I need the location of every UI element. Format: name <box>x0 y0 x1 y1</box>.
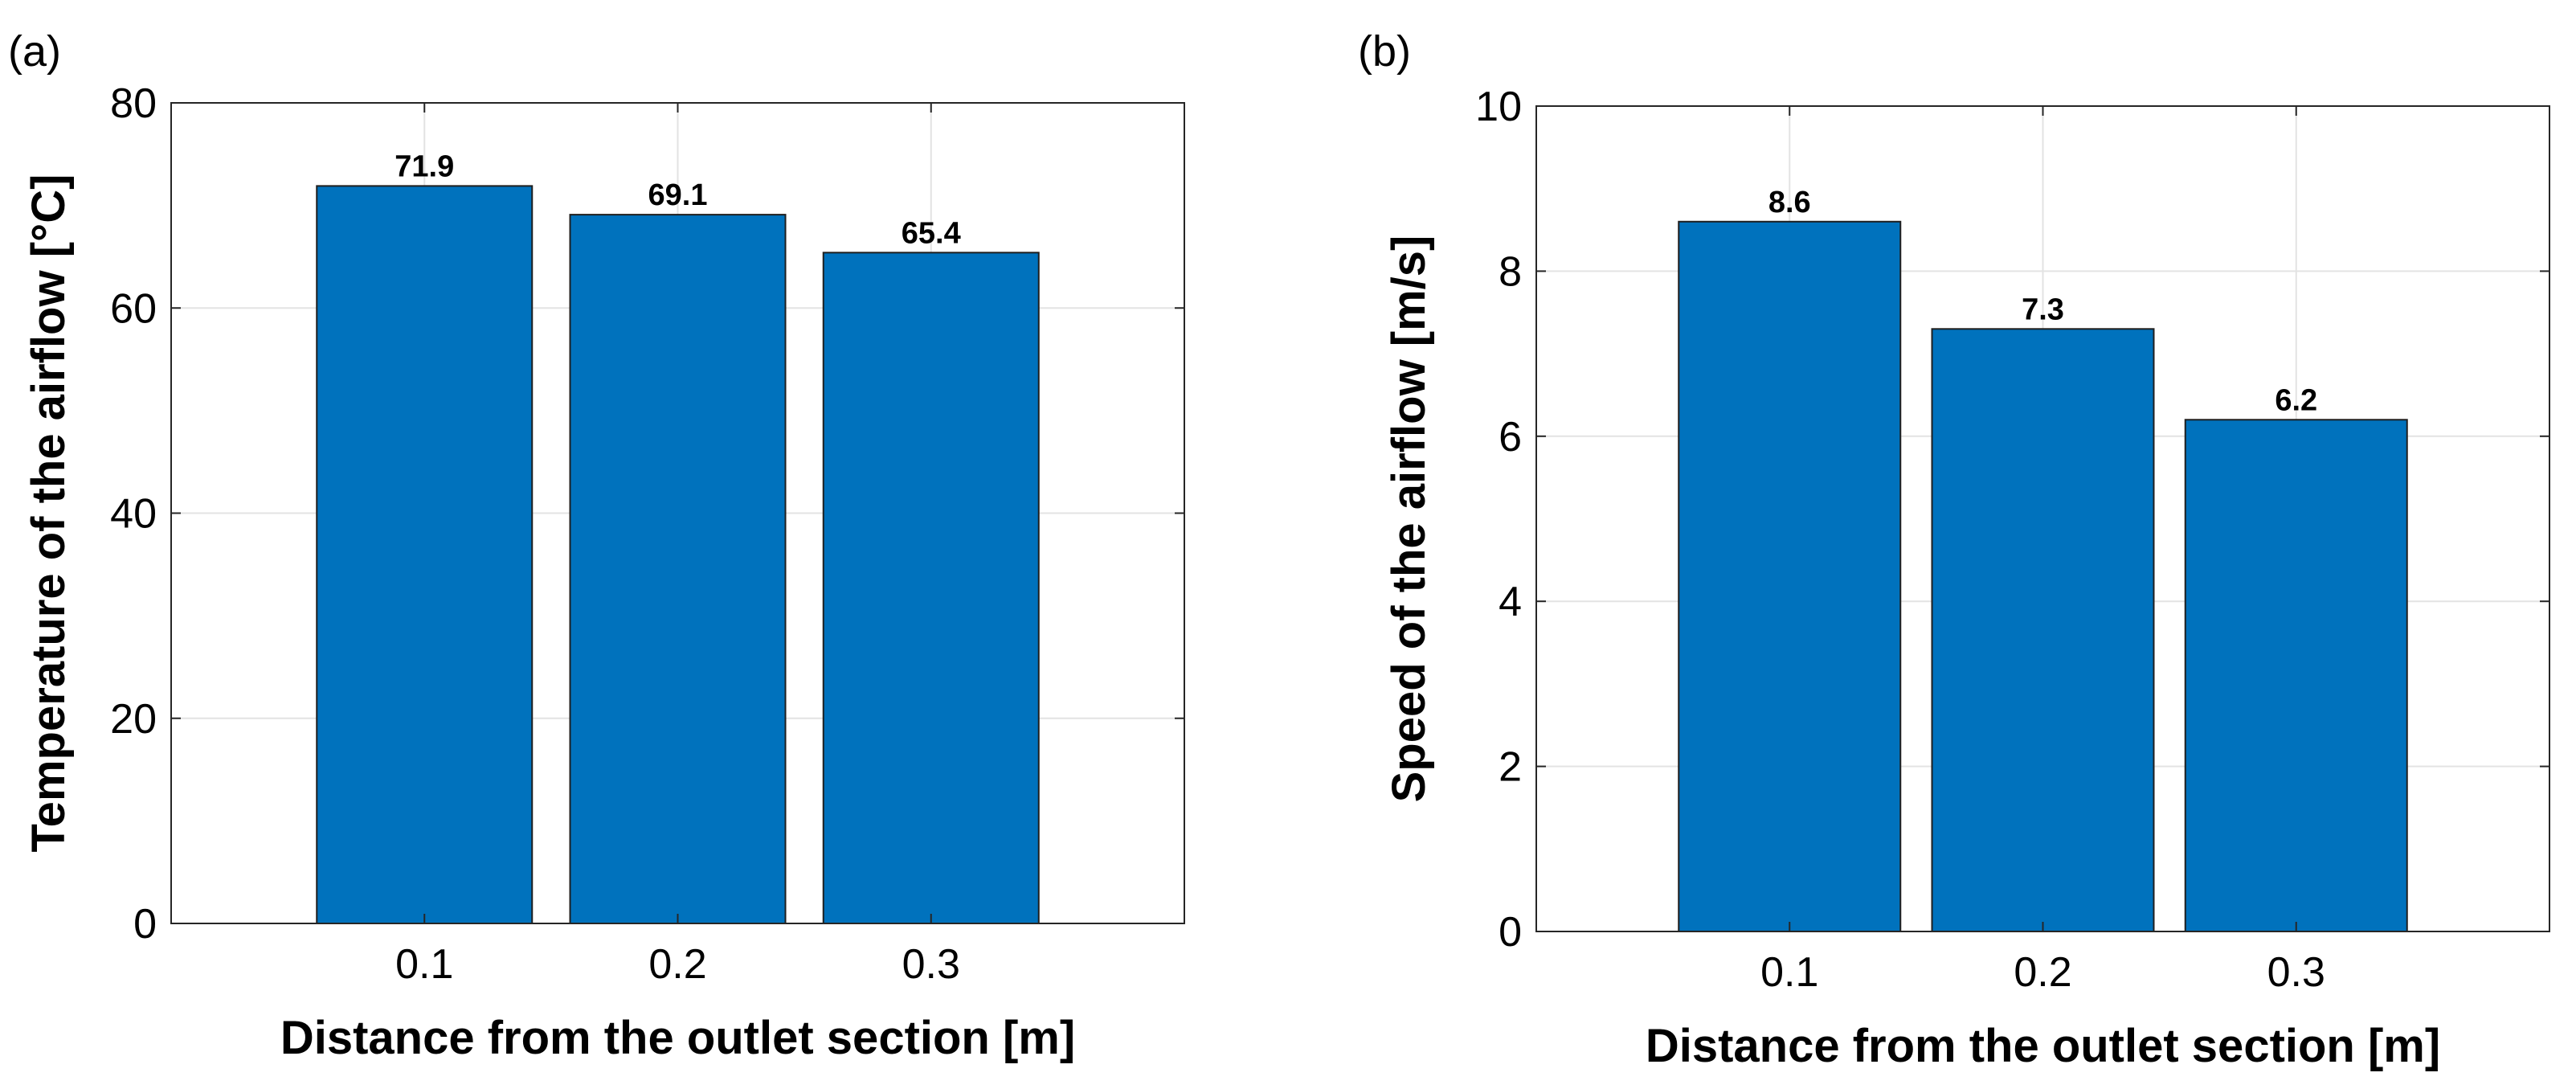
panel-a-y-tick-label: 80 <box>110 80 157 127</box>
panel-a-label: (a) <box>8 27 61 76</box>
panel-a-y-tick-label: 0 <box>133 901 157 948</box>
panel-b-x-tick-label: 0.3 <box>2267 949 2325 996</box>
panel-a-x-tick-label: 0.3 <box>902 941 960 988</box>
panel-a-chart: (a) 71.9 69.1 65.4 0 20 40 60 80 0.1 0.2 0.3 Distanc… <box>8 27 1185 1064</box>
panel-b-y-tick-label: 0 <box>1499 909 1522 956</box>
panel-b-data-label: 6.2 <box>2275 383 2317 417</box>
panel-a-x-tick-label: 0.1 <box>395 941 453 988</box>
panel-b-y-tick-label: 4 <box>1499 579 1522 625</box>
panel-a-x-axis-label: Distance from the outlet section [m] <box>280 1012 1075 1064</box>
panel-b-y-tick-label: 8 <box>1499 248 1522 295</box>
panel-b-x-axis-label: Distance from the outlet section [m] <box>1646 1020 2440 1072</box>
panel-a-y-tick-label: 20 <box>110 696 157 743</box>
panel-a-x-tick-label: 0.2 <box>648 941 706 988</box>
panel-b-chart: (b) 8.6 7.3 6.2 0 2 4 6 8 10 0.1 0.2 0.3 Distance fro… <box>1358 27 2550 1072</box>
panel-a-bar-0.1 <box>316 185 534 925</box>
panel-a-data-label: 69.1 <box>648 178 708 212</box>
panel-b-y-axis-label: Speed of the airflow [m/s] <box>1383 235 1435 803</box>
panel-a-bar-0.2 <box>569 214 787 924</box>
panel-b-data-label: 8.6 <box>1768 186 1811 219</box>
panel-b-y-tick-label: 10 <box>1475 84 1522 130</box>
panel-a-data-label: 65.4 <box>902 216 961 250</box>
panel-b-y-tick-label: 6 <box>1499 414 1522 461</box>
panel-a-y-tick-label: 40 <box>110 491 157 538</box>
panel-a-y-tick-label: 60 <box>110 285 157 332</box>
panel-b-bar-0.3 <box>2184 419 2408 932</box>
panel-b-bar-0.1 <box>1678 220 1902 932</box>
panel-b-x-tick-label: 0.2 <box>2014 949 2071 996</box>
panel-b-bar-0.2 <box>1931 328 2155 933</box>
panel-a-bar-0.3 <box>822 252 1040 924</box>
panel-b-y-tick-label: 2 <box>1499 744 1522 791</box>
panel-a-data-label: 71.9 <box>395 149 454 183</box>
panel-b-x-tick-label: 0.1 <box>1760 949 1818 996</box>
panel-b-label: (b) <box>1358 27 1411 76</box>
panel-b-data-label: 7.3 <box>2022 293 2064 326</box>
panel-a-y-axis-label: Temperature of the airflow [°C] <box>22 174 75 853</box>
